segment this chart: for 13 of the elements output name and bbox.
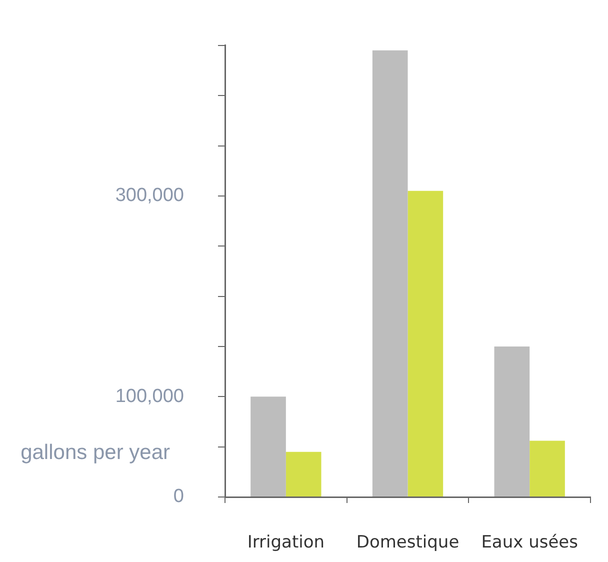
bar xyxy=(372,50,408,496)
bar xyxy=(530,440,565,496)
x-tick-label: Domestique xyxy=(356,532,460,553)
bar xyxy=(286,452,322,496)
x-tick-label: Eaux usées xyxy=(481,532,578,553)
x-tick-label: Irrigation xyxy=(247,532,325,553)
bar xyxy=(408,190,444,496)
bar xyxy=(250,396,286,496)
y-tick-label: 0 xyxy=(173,486,184,508)
y-axis-title: gallons per year xyxy=(20,440,170,466)
bar xyxy=(494,346,530,496)
y-tick-label: 300,000 xyxy=(115,185,184,206)
y-tick-label: 100,000 xyxy=(115,386,184,407)
